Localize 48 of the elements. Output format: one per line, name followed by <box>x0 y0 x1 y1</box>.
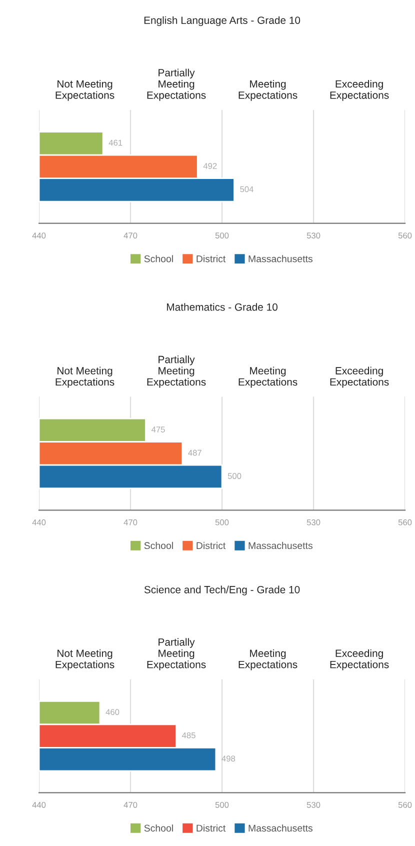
x-tick-label: 530 <box>306 232 320 238</box>
data-label: 498 <box>222 756 236 762</box>
text: Partially Meeting Expectations <box>147 356 206 388</box>
x-tick-label: 530 <box>306 802 320 808</box>
chart-title: English Language Arts - Grade 10 <box>144 16 300 26</box>
text: Partially Meeting Expectations <box>147 638 206 670</box>
text: Meeting Expectations <box>238 366 298 388</box>
text: Exceeding Expectations <box>330 80 389 101</box>
text: Exceeding Expectations <box>330 366 389 388</box>
data-label: 485 <box>182 732 196 738</box>
data-label: 460 <box>106 709 120 716</box>
legend-label: District <box>196 824 226 832</box>
x-tick-label: 440 <box>32 519 46 526</box>
text: Exceeding Expectations <box>330 649 389 670</box>
x-tick-label: 440 <box>32 232 46 238</box>
legend-label: School <box>144 255 173 262</box>
text: Not Meeting Expectations <box>56 366 114 388</box>
x-tick-label: 560 <box>398 232 412 238</box>
x-tick-label: 500 <box>215 519 229 526</box>
x-tick-label: 530 <box>306 519 320 526</box>
data-label: 461 <box>108 140 122 146</box>
x-tick-label: 470 <box>124 519 138 526</box>
text: Meeting Expectations <box>238 80 298 101</box>
text: Not Meeting Expectations <box>56 80 114 101</box>
data-label: 487 <box>188 450 202 456</box>
legend-label: District <box>196 542 226 550</box>
data-label: 500 <box>228 473 242 479</box>
chart-title: Mathematics - Grade 10 <box>167 303 278 311</box>
legend-label: District <box>196 255 226 262</box>
x-tick-label: 560 <box>398 802 412 808</box>
text: Partially Meeting Expectations <box>147 68 206 101</box>
legend-label: School <box>144 824 173 832</box>
chart-title: Science and Tech/Eng - Grade 10 <box>144 586 300 596</box>
x-tick-label: 500 <box>215 802 229 808</box>
x-tick-label: 470 <box>124 802 138 808</box>
text: Not Meeting Expectations <box>56 649 114 670</box>
x-tick-label: 560 <box>398 519 412 526</box>
data-label: 475 <box>152 426 165 432</box>
x-tick-label: 470 <box>124 232 138 238</box>
data-label: 504 <box>240 186 254 192</box>
legend-label: Massachusetts <box>248 255 312 262</box>
x-tick-label: 440 <box>32 802 46 808</box>
legend-label: Massachusetts <box>248 542 312 550</box>
legend-label: School <box>144 542 173 550</box>
legend-label: Massachusetts <box>248 824 312 832</box>
data-label: 492 <box>203 163 217 169</box>
text: Meeting Expectations <box>238 649 298 670</box>
x-tick-label: 500 <box>215 232 229 238</box>
